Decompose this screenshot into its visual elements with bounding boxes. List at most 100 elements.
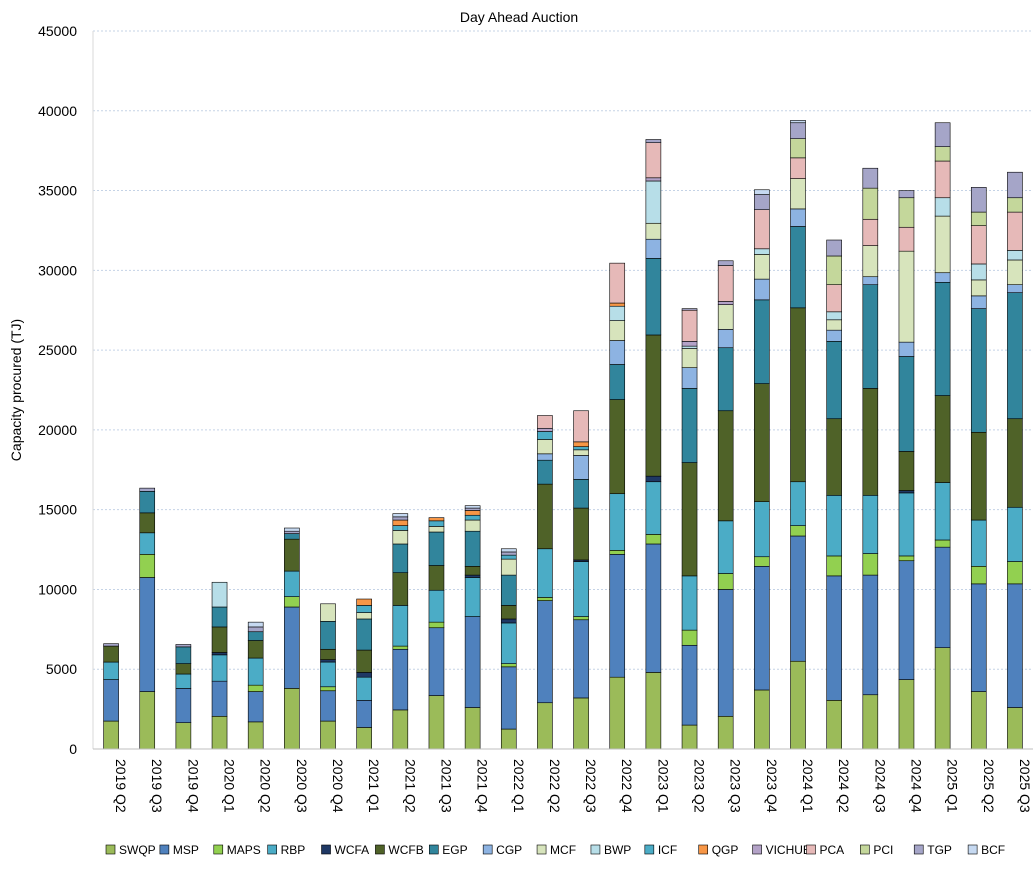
- bar-segment: [681, 724, 698, 750]
- bar-segment: [247, 631, 264, 641]
- bar-segment: [500, 618, 517, 624]
- legend-label: PCA: [819, 843, 844, 857]
- bar-segment: [645, 258, 662, 336]
- y-tick-label: 10000: [38, 581, 77, 597]
- bar-segment: [500, 558, 517, 576]
- bar-segment: [537, 427, 553, 432]
- bar-segment: [645, 334, 662, 477]
- y-axis-ticks: 0 5000 10000 15000 20000 25000 30000 35000 40000…: [38, 23, 77, 757]
- bar-segment: [934, 215, 951, 274]
- bar-segment: [500, 551, 517, 556]
- bar-segment: [717, 573, 734, 590]
- bar-segment: [464, 707, 481, 750]
- bar-segment: [392, 530, 409, 545]
- legend-item: SWQP: [105, 843, 156, 857]
- x-tick-label: 2019 Q4: [185, 759, 201, 813]
- legend-item: MAPS: [213, 843, 261, 857]
- bar-segment: [754, 689, 770, 750]
- x-tick-label: 2023 Q2: [692, 759, 708, 813]
- bar-segment: [356, 605, 372, 613]
- bar-stack: [175, 644, 192, 750]
- bar-segment: [790, 138, 806, 159]
- gridlines: [93, 30, 1033, 670]
- bar-segment: [392, 572, 409, 606]
- x-tick-label: 2021 Q1: [366, 759, 382, 813]
- bar-segment: [645, 238, 662, 259]
- bar-segment: [645, 543, 662, 673]
- x-tick-label: 2023 Q3: [728, 759, 744, 813]
- bar-segment: [211, 715, 228, 750]
- bar-segment: [464, 510, 481, 516]
- legend-label: QGP: [712, 843, 739, 857]
- bar-segment: [103, 661, 119, 680]
- bar-segment: [139, 487, 156, 492]
- x-tick-label: 2020 Q3: [294, 759, 310, 813]
- bar-segment: [392, 516, 409, 521]
- legend-swatch: [590, 844, 601, 855]
- bar-segment: [392, 648, 409, 711]
- bar-segment: [103, 645, 119, 663]
- bar-segment: [934, 122, 951, 147]
- legend-item: WCFA: [321, 843, 369, 857]
- bar-segment: [356, 727, 372, 750]
- legend-label: MCF: [550, 843, 576, 857]
- x-tick-label: 2020 Q2: [258, 759, 274, 813]
- bar-segment: [500, 554, 517, 560]
- bar-segment: [392, 525, 409, 531]
- bar-stack: [139, 487, 156, 750]
- bar-segment: [573, 446, 589, 451]
- bar-segment: [609, 305, 626, 321]
- legend-swatch: [159, 844, 170, 855]
- bar-segment: [898, 560, 915, 680]
- bar-segment: [392, 605, 409, 647]
- bar-segment: [139, 577, 156, 692]
- bar-segment: [681, 308, 698, 311]
- bar-segment: [754, 278, 770, 301]
- legend-item: MSP: [159, 843, 199, 857]
- bar-segment: [609, 554, 626, 678]
- x-tick-label: 2023 Q4: [764, 759, 780, 813]
- bar-segment: [862, 167, 879, 189]
- bar-segment: [428, 627, 445, 696]
- bar-segment: [537, 415, 553, 429]
- bar-segment: [790, 307, 806, 483]
- bar-segment: [103, 679, 119, 722]
- bar-segment: [862, 187, 879, 220]
- legend-swatch: [752, 844, 762, 855]
- bar-segment: [970, 211, 987, 226]
- bar-segment: [464, 577, 481, 617]
- bar-segment: [428, 520, 445, 527]
- bar-segment: [862, 553, 879, 576]
- bar-segment: [970, 431, 987, 521]
- legend-item: WCFB: [375, 843, 424, 857]
- bar-stack: [211, 581, 228, 750]
- x-tick-label: 2025 Q2: [981, 759, 997, 813]
- bar-segment: [175, 673, 192, 689]
- bar-segment: [320, 621, 336, 650]
- bar-stack: [103, 643, 119, 750]
- bar-segment: [645, 222, 662, 240]
- bar-segment: [898, 341, 915, 357]
- bar-stack: [970, 187, 987, 750]
- bar-segment: [717, 301, 734, 305]
- legend-swatch: [375, 844, 385, 855]
- bar-segment: [826, 311, 842, 321]
- bar-segment: [428, 517, 445, 522]
- bar-segment: [284, 530, 300, 534]
- bar-segment: [175, 722, 192, 750]
- bar-segment: [356, 649, 372, 673]
- bar-segment: [392, 645, 409, 650]
- axes: [92, 31, 1033, 750]
- y-tick-label: 30000: [38, 262, 77, 278]
- bar-segment: [754, 254, 770, 280]
- bar-segment: [211, 654, 228, 682]
- bar-segment: [609, 364, 626, 400]
- bar-stack: [1007, 171, 1023, 750]
- bar-segment: [211, 680, 228, 717]
- bar-segment: [862, 276, 879, 286]
- bar-segment: [537, 600, 553, 704]
- bar-segment: [211, 626, 228, 653]
- bar-segment: [247, 640, 264, 659]
- x-tick-label: 2025 Q1: [945, 759, 961, 813]
- bar-stack: [284, 527, 300, 750]
